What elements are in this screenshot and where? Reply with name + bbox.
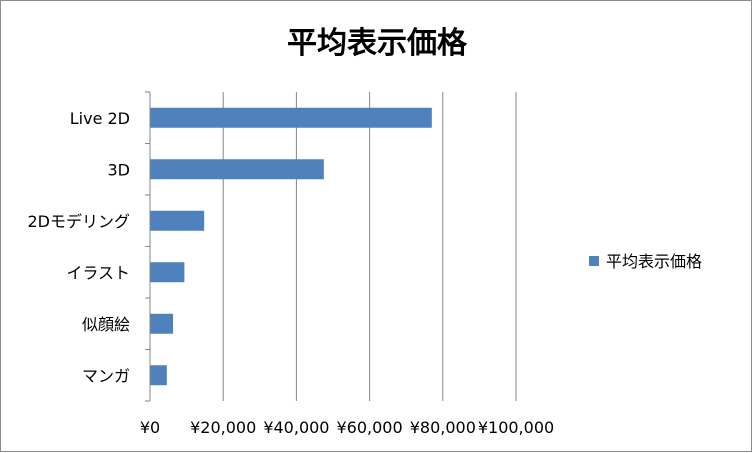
- x-tick-label: ¥100,000: [478, 418, 554, 437]
- bar: [150, 159, 324, 180]
- bar: [150, 313, 174, 334]
- category-label: 2Dモデリング: [27, 212, 130, 231]
- bar: [150, 210, 205, 231]
- category-label: Live 2D: [70, 109, 130, 128]
- bar: [150, 262, 185, 283]
- category-label: 3D: [108, 160, 131, 179]
- bar: [150, 107, 432, 128]
- x-tick-label: ¥0: [140, 418, 160, 437]
- legend: 平均表示価格: [589, 252, 702, 271]
- category-label: 似顔絵: [82, 315, 130, 334]
- category-label: マンガ: [82, 366, 130, 385]
- bar: [150, 365, 167, 386]
- x-tick-label: ¥20,000: [190, 418, 256, 437]
- x-tick-label: ¥40,000: [263, 418, 329, 437]
- x-tick-label: ¥80,000: [410, 418, 476, 437]
- tick-labels: ¥0 ¥20,000 ¥40,000 ¥60,000 ¥80,000 ¥100,000: [140, 418, 554, 437]
- x-tick-label: ¥60,000: [337, 418, 403, 437]
- legend-swatch: [589, 256, 599, 266]
- category-label: イラスト: [66, 263, 130, 282]
- legend-label: 平均表示価格: [606, 252, 702, 271]
- bars-group: [150, 107, 432, 386]
- axes: [145, 91, 151, 402]
- gridlines: [222, 92, 517, 401]
- chart-title: 平均表示価格: [287, 26, 468, 61]
